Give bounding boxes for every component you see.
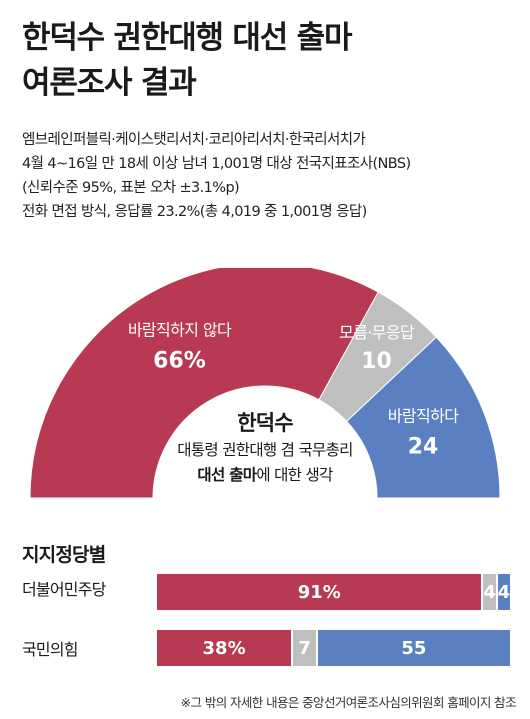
- survey-info: 엠브레인퍼블릭·케이스탯리서치·코리아리서치·한국리서치가 4월 4~16일 만…: [22, 128, 522, 224]
- bar-segment-0-1: 4: [481, 574, 496, 610]
- center-label-name: 한덕수: [237, 411, 293, 435]
- center-label-question: 대선 출마에 대한 생각: [115, 463, 415, 488]
- gauge-slice-label-0: 바람직하지 않다: [128, 320, 232, 339]
- center-label-question-bold: 대선 출마: [197, 466, 257, 484]
- center-label-subtitle: 대통령 권한대행 겸 국무총리: [177, 441, 353, 459]
- gauge-slice-0: [29, 268, 379, 499]
- bar-segment-label-1-0: 38%: [202, 637, 246, 659]
- center-label-question-rest: 에 대한 생각: [256, 466, 333, 484]
- chart-title-line-2: 여론조사 결과: [22, 65, 197, 101]
- bar-segment-1-2: 55: [315, 630, 510, 666]
- gauge-slice-value-1: 10: [361, 349, 392, 374]
- gauge-slice-value-0: 66%: [153, 348, 206, 373]
- gauge-slice-label-1: 모름·무응답: [339, 323, 415, 342]
- chart-title: 한덕수 권한대행 대선 출마 여론조사 결과: [22, 16, 512, 106]
- survey-info-line-1: 엠브레인퍼블릭·케이스탯리서치·코리아리서치·한국리서치가: [22, 132, 366, 148]
- gauge-slice-2: [345, 336, 501, 499]
- bar-segment-1-1: 7: [291, 630, 316, 666]
- bar-segment-label-0-1: 4: [483, 581, 496, 603]
- party-label-ppp: 국민의힘: [22, 640, 78, 659]
- party-label-democratic: 더불어민주당: [22, 580, 106, 599]
- party-bar-democratic: 91% 4 4: [157, 574, 510, 610]
- bar-segment-label-0-2: 4: [497, 581, 510, 603]
- gauge-slice-label-2: 바람직하다: [388, 406, 459, 425]
- survey-info-line-4: 전화 면접 방식, 응답률 23.2%(총 4,019 중 1,001명 응답): [22, 204, 367, 220]
- footnote: ※그 밖의 자세한 내용은 중앙선거여론조사심의위원회 홈페이지 참조: [180, 695, 517, 710]
- bar-segment-label-1-2: 55: [401, 637, 427, 659]
- bar-segment-0-2: 4: [495, 574, 510, 610]
- bar-segment-0-0: 91%: [157, 574, 482, 610]
- gauge-slice-value-2: 24: [408, 434, 439, 459]
- party-bar-ppp: 38% 7 55: [157, 630, 510, 666]
- party-section-title: 지지정당별: [22, 544, 106, 566]
- bar-segment-1-0: 38%: [157, 630, 292, 666]
- survey-info-line-3: (신뢰수준 95%, 표본 오차 ±3.1%p): [22, 180, 240, 196]
- gauge-center-label: 한덕수 대통령 권한대행 겸 국무총리 대선 출마에 대한 생각: [115, 408, 415, 488]
- bar-segment-label-0-0: 91%: [297, 581, 341, 603]
- bar-segment-label-1-1: 7: [298, 637, 311, 659]
- gauge-chart: 바람직하지 않다 66% 모름·무응답 10 바람직하다 24: [29, 268, 501, 499]
- survey-info-line-2: 4월 4~16일 만 18세 이상 남녀 1,001명 대상 전국지표조사(NB…: [22, 156, 411, 172]
- chart-title-line-1: 한덕수 권한대행 대선 출마: [22, 20, 352, 56]
